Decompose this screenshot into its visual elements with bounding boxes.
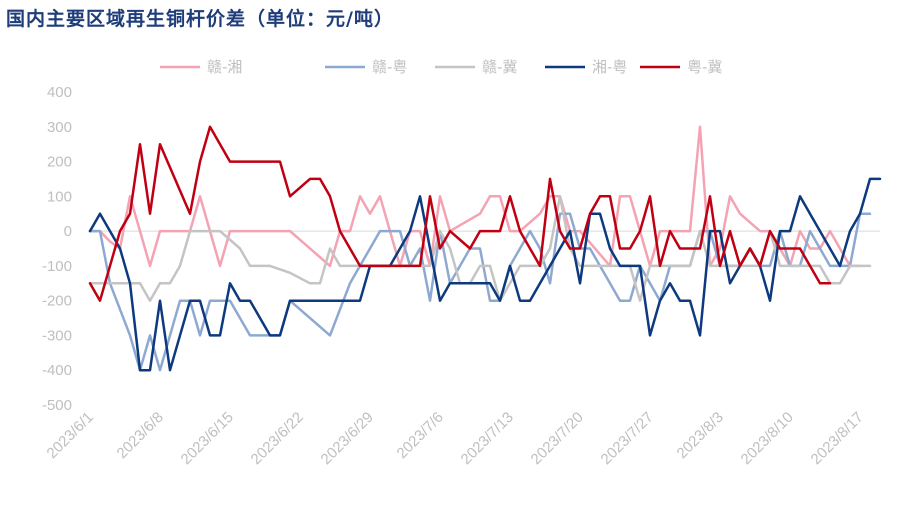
y-tick-label: 0	[64, 223, 72, 240]
x-tick-label: 2023/6/8	[114, 409, 167, 462]
x-tick-label: 2023/8/17	[808, 409, 867, 468]
x-tick-label: 2023/8/3	[674, 409, 727, 462]
y-tick-label: -200	[42, 293, 72, 310]
y-axis-tick-labels: 400 300 200 100 0 -100 -200 -300 -400 -500	[42, 84, 72, 414]
x-axis-tick-labels: 2023/6/1 2023/6/8 2023/6/15 2023/6/22 2023/6…	[44, 409, 867, 468]
x-tick-label: 2023/7/27	[598, 409, 657, 468]
y-tick-label: 200	[47, 154, 72, 171]
legend-label-2: 赣-粤	[372, 58, 407, 76]
series-line-5	[88, 125, 832, 302]
series-lines	[88, 125, 882, 372]
x-tick-label: 2023/7/6	[394, 409, 447, 462]
x-tick-label: 2023/6/22	[248, 409, 307, 468]
chart-title: 国内主要区域再生铜杆价差（单位：元/吨）	[6, 8, 394, 30]
y-tick-label: 100	[47, 188, 72, 205]
x-tick-label: 2023/7/20	[528, 409, 587, 468]
series-line-1	[88, 125, 862, 268]
legend-label-4: 湘-粤	[592, 58, 627, 76]
y-tick-label: -400	[42, 362, 72, 379]
y-tick-label: -300	[42, 327, 72, 344]
y-tick-label: 400	[47, 84, 72, 101]
x-tick-label: 2023/6/29	[318, 409, 377, 468]
x-tick-label: 2023/6/1	[44, 409, 97, 462]
x-tick-label: 2023/6/15	[178, 409, 237, 468]
y-tick-label: -500	[42, 397, 72, 414]
y-tick-label: 300	[47, 119, 72, 136]
legend-label-3: 赣-冀	[482, 58, 517, 76]
y-tick-label: -100	[42, 258, 72, 275]
x-tick-label: 2023/8/10	[738, 409, 797, 468]
legend: 赣-湘 赣-粤 赣-冀 湘-粤 粤-冀	[160, 58, 722, 76]
x-tick-label: 2023/7/13	[458, 409, 517, 468]
legend-label-5: 粤-冀	[687, 58, 722, 76]
legend-label-1: 赣-湘	[207, 58, 242, 76]
series-line-2	[88, 212, 872, 372]
